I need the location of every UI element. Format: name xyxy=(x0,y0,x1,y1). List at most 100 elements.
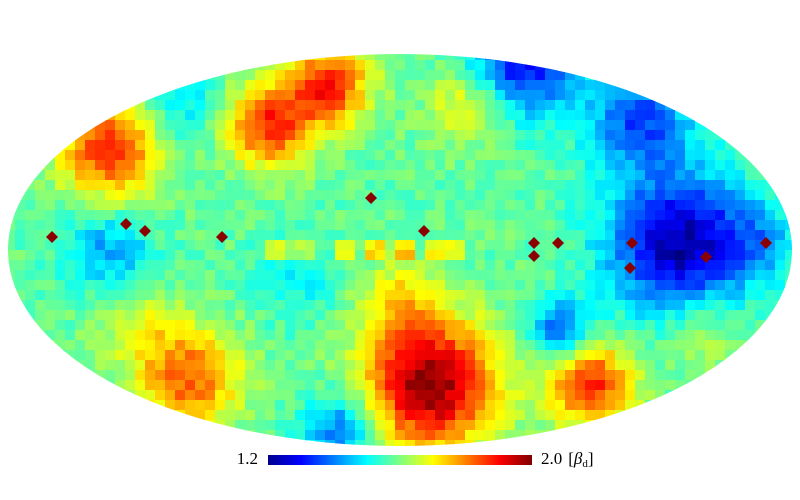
map-pixel xyxy=(355,200,366,211)
map-pixel xyxy=(505,240,516,251)
map-pixel xyxy=(325,90,336,101)
map-pixel xyxy=(525,430,536,441)
map-pixel xyxy=(795,240,800,251)
map-pixel xyxy=(155,120,166,131)
map-pixel xyxy=(375,290,386,301)
map-pixel xyxy=(85,370,96,381)
map-pixel xyxy=(185,160,196,171)
map-pixel xyxy=(255,340,266,351)
map-pixel xyxy=(75,210,86,221)
map-pixel xyxy=(675,200,686,211)
map-pixel xyxy=(345,260,356,271)
map-pixel xyxy=(465,360,476,371)
map-pixel xyxy=(645,340,656,351)
map-pixel xyxy=(145,300,156,311)
map-pixel xyxy=(285,230,296,241)
map-pixel xyxy=(315,160,326,171)
map-pixel xyxy=(585,300,596,311)
map-pixel xyxy=(175,410,186,421)
map-pixel xyxy=(505,290,516,301)
map-pixel xyxy=(545,170,556,181)
map-pixel xyxy=(425,260,436,271)
map-pixel xyxy=(195,170,206,181)
map-pixel xyxy=(425,240,436,251)
map-pixel xyxy=(465,100,476,111)
map-pixel xyxy=(255,240,266,251)
map-pixel xyxy=(655,300,666,311)
map-pixel xyxy=(415,380,426,391)
map-pixel xyxy=(785,240,792,251)
map-pixel xyxy=(595,240,606,251)
map-pixel xyxy=(685,130,696,141)
map-pixel xyxy=(735,140,746,151)
map-pixel xyxy=(535,420,546,431)
map-pixel xyxy=(95,350,106,361)
map-pixel xyxy=(365,320,376,331)
map-pixel xyxy=(415,370,426,381)
map-pixel xyxy=(325,370,336,381)
map-pixel xyxy=(675,290,686,301)
map-pixel xyxy=(295,160,306,171)
map-pixel xyxy=(145,210,156,221)
map-pixel xyxy=(525,120,536,131)
map-pixel xyxy=(585,160,596,171)
map-pixel xyxy=(25,330,36,341)
map-pixel xyxy=(375,410,386,421)
map-pixel xyxy=(205,330,216,341)
map-pixel xyxy=(305,190,316,201)
map-pixel xyxy=(505,360,516,371)
map-pixel xyxy=(515,420,526,431)
map-pixel xyxy=(145,130,156,141)
map-pixel xyxy=(205,190,216,201)
map-pixel xyxy=(225,360,236,371)
map-pixel xyxy=(425,360,436,371)
map-pixel xyxy=(435,210,446,221)
map-pixel xyxy=(415,340,426,351)
map-pixel xyxy=(345,340,356,351)
map-pixel xyxy=(345,440,356,446)
map-pixel xyxy=(755,220,766,231)
map-pixel xyxy=(325,60,336,71)
map-pixel xyxy=(55,340,66,351)
map-pixel xyxy=(325,54,336,61)
map-pixel xyxy=(535,100,546,111)
map-pixel xyxy=(665,360,676,371)
map-pixel xyxy=(205,320,216,331)
map-pixel xyxy=(265,410,276,421)
map-pixel xyxy=(265,180,276,191)
map-pixel xyxy=(395,370,406,381)
map-pixel xyxy=(585,240,596,251)
map-pixel xyxy=(585,190,596,201)
map-pixel xyxy=(125,280,136,291)
map-pixel xyxy=(535,200,546,211)
map-pixel xyxy=(285,200,296,211)
map-pixel xyxy=(165,170,176,181)
map-pixel xyxy=(175,230,186,241)
map-pixel xyxy=(465,260,476,271)
map-pixel xyxy=(555,170,566,181)
map-pixel xyxy=(165,380,176,391)
map-pixel xyxy=(365,130,376,141)
map-pixel xyxy=(505,280,516,291)
map-pixel xyxy=(555,90,566,101)
map-pixel xyxy=(195,310,206,321)
map-pixel xyxy=(65,170,76,181)
map-pixel xyxy=(495,280,506,291)
map-pixel xyxy=(365,290,376,301)
map-pixel xyxy=(305,370,316,381)
map-pixel xyxy=(125,320,136,331)
map-pixel xyxy=(585,70,596,81)
map-pixel xyxy=(545,240,556,251)
map-pixel xyxy=(205,350,216,361)
map-pixel xyxy=(405,130,416,141)
map-pixel xyxy=(695,250,706,261)
map-pixel xyxy=(255,180,266,191)
map-pixel xyxy=(775,270,786,281)
map-pixel xyxy=(175,240,186,251)
map-pixel xyxy=(515,90,526,101)
map-pixel xyxy=(505,130,516,141)
map-pixel xyxy=(525,270,536,281)
map-pixel xyxy=(565,200,576,211)
map-pixel xyxy=(25,280,36,291)
map-pixel xyxy=(675,320,686,331)
